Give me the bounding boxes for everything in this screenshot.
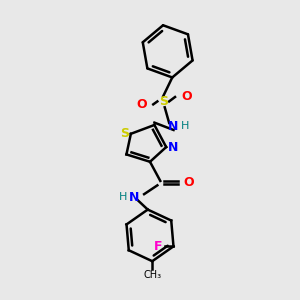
Text: O: O: [136, 98, 147, 111]
Text: O: O: [183, 176, 194, 189]
Text: N: N: [168, 120, 179, 133]
Text: H: H: [118, 192, 127, 202]
Text: H: H: [181, 122, 189, 131]
Text: CH₃: CH₃: [143, 270, 161, 280]
Text: N: N: [129, 190, 139, 204]
Text: F: F: [154, 240, 162, 253]
Text: S: S: [159, 95, 168, 108]
Text: O: O: [182, 91, 192, 103]
Text: S: S: [121, 127, 130, 140]
Text: N: N: [167, 141, 178, 154]
